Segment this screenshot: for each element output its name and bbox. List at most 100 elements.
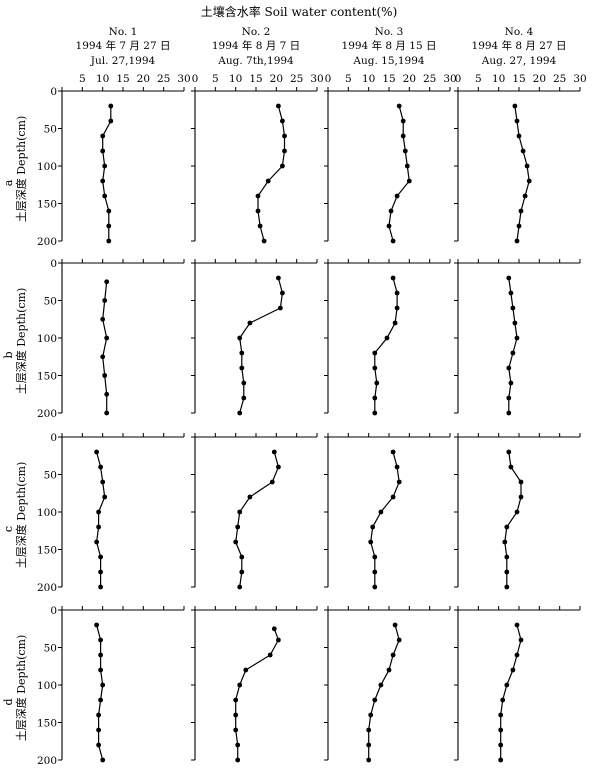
data-point: [235, 524, 241, 530]
data-point: [392, 622, 398, 628]
data-point: [372, 697, 378, 703]
data-point: [276, 637, 281, 643]
data-point: [366, 757, 372, 763]
data-point: [506, 410, 512, 416]
column-date-cn: 1994 年 7 月 27 日: [76, 39, 171, 52]
data-point: [508, 380, 514, 386]
data-point: [255, 193, 261, 199]
data-point: [392, 320, 398, 326]
data-point: [402, 148, 408, 154]
data-point: [265, 178, 271, 184]
column-date-cn: 1994 年 8 月 7 日: [212, 39, 300, 52]
column-date-cn: 1994 年 8 月 27 日: [472, 39, 567, 52]
data-point: [504, 682, 510, 688]
data-point: [508, 464, 514, 470]
data-point: [237, 682, 243, 688]
data-point: [372, 569, 378, 575]
data-point: [98, 569, 103, 575]
profile-line: [388, 105, 410, 242]
data-point: [235, 742, 241, 748]
data-point: [514, 335, 520, 341]
profile-line: [370, 451, 400, 587]
data-point: [100, 354, 106, 360]
data-point: [276, 275, 281, 281]
x-tick-label: 10: [492, 73, 505, 85]
data-point: [514, 652, 520, 658]
x-tick-label: 10: [96, 73, 109, 85]
data-point: [498, 757, 504, 763]
data-point: [504, 554, 510, 560]
data-point: [366, 742, 372, 748]
data-point: [526, 178, 532, 184]
x-tick-label: 20: [270, 73, 283, 85]
data-point: [522, 193, 528, 199]
data-point: [400, 133, 406, 139]
panel-d-3: [324, 606, 451, 763]
y-tick-label: 50: [44, 296, 57, 308]
x-tick-label: 10: [362, 73, 375, 85]
column-date-en: Aug. 27, 1994: [481, 55, 557, 67]
data-point: [276, 464, 281, 470]
data-point: [510, 350, 516, 356]
panel-b-1: [58, 259, 185, 416]
data-point: [241, 395, 247, 401]
data-point: [243, 667, 249, 673]
x-tick-label: 20: [403, 73, 416, 85]
data-point: [524, 163, 530, 169]
x-tick-label: 25: [423, 73, 436, 85]
y-tick-label: 0: [50, 86, 57, 98]
data-point: [516, 223, 522, 229]
data-point: [233, 727, 239, 733]
data-point: [520, 148, 526, 154]
data-point: [366, 727, 372, 733]
data-point: [94, 449, 99, 455]
data-point: [94, 539, 99, 545]
data-point: [102, 193, 108, 199]
x-tick-label: 25: [553, 73, 566, 85]
data-point: [280, 163, 285, 169]
data-point: [102, 298, 108, 303]
data-point: [102, 373, 108, 378]
data-point: [233, 697, 239, 703]
data-point: [400, 118, 406, 124]
data-point: [98, 554, 103, 560]
figure-title: 土壤含水率 Soil water content(%): [201, 4, 398, 19]
profile-line: [514, 105, 530, 242]
data-point: [100, 479, 106, 485]
y-axis-label: 土层深度 Depth(cm): [14, 635, 28, 742]
profile-line: [96, 624, 104, 761]
data-point: [278, 305, 283, 311]
data-point: [104, 391, 110, 397]
data-point: [372, 395, 378, 401]
data-point: [500, 697, 506, 703]
data-point: [518, 479, 524, 485]
data-point: [282, 133, 287, 139]
column-label: No. 2: [242, 26, 271, 38]
y-tick-label: 200: [37, 582, 57, 594]
panel-c-3: [324, 433, 451, 590]
data-point: [100, 133, 106, 139]
data-point: [102, 494, 108, 500]
y-tick-label: 200: [37, 408, 57, 420]
data-point: [239, 569, 245, 575]
data-point: [94, 622, 99, 628]
panel-c-4: [454, 433, 581, 590]
data-point: [96, 727, 101, 733]
x-tick-label: 25: [290, 73, 303, 85]
data-point: [239, 350, 245, 356]
data-point: [237, 584, 243, 590]
data-point: [280, 290, 285, 296]
y-tick-label: 0: [50, 432, 57, 444]
panel-b-3: [324, 259, 451, 416]
data-point: [390, 238, 396, 244]
panel-b-4: [454, 259, 581, 416]
row-label-a: a: [2, 179, 15, 186]
panel-b-2: [191, 259, 318, 416]
data-point: [510, 667, 516, 673]
data-point: [104, 410, 110, 416]
data-point: [506, 275, 512, 281]
x-tick-label: 0: [455, 73, 462, 85]
data-point: [96, 712, 101, 718]
data-point: [396, 103, 402, 109]
